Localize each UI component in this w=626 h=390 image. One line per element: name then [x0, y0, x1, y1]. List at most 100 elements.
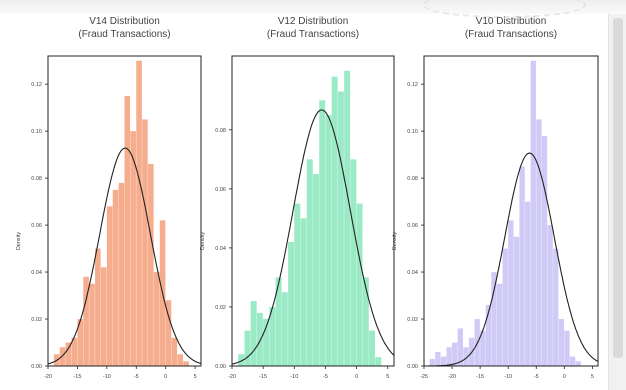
y-tick-label: 0.06 — [31, 223, 42, 229]
histogram-bar — [124, 95, 131, 366]
x-tick-label: -5 — [534, 374, 539, 380]
histogram-bar — [502, 248, 508, 366]
chart-figure: V14 Distribution (Fraud Transactions) 0.00… — [16, 16, 599, 380]
histogram-bar — [153, 272, 160, 366]
histogram-bar — [513, 236, 520, 366]
y-tick-label: 0.00 — [407, 364, 418, 370]
histogram-bar — [452, 342, 458, 366]
histogram-bar — [300, 218, 307, 366]
histogram-bar — [171, 337, 178, 366]
histogram-bar — [281, 292, 288, 366]
histogram-bar — [142, 119, 148, 366]
histogram-bar — [59, 347, 66, 366]
histogram-bar — [564, 330, 570, 366]
y-tick-label: 0.02 — [31, 317, 42, 323]
histogram-bar — [275, 277, 282, 366]
histogram-bar — [440, 356, 447, 366]
histogram-bar — [553, 248, 559, 366]
y-tick-label: 0.04 — [31, 270, 42, 276]
histogram-bar — [536, 119, 542, 366]
x-tick-label: -15 — [73, 374, 81, 380]
histogram-bar — [306, 159, 313, 366]
histogram-bar — [65, 342, 72, 366]
x-tick-label: -20 — [44, 374, 52, 380]
histogram-bar — [541, 135, 548, 366]
histogram-bar — [288, 242, 295, 366]
histogram-bar — [313, 174, 319, 366]
y-tick-label: 0.06 — [407, 223, 418, 229]
chart-title: V10 Distribution — [476, 16, 547, 27]
histogram-bar — [558, 319, 565, 366]
chart-subtitle: (Fraud Transactions) — [465, 29, 557, 40]
histogram-bar — [446, 347, 452, 366]
histogram-bar — [362, 277, 369, 366]
histogram-bar — [429, 358, 435, 366]
x-tick-label: -20 — [228, 374, 236, 380]
chart-panel-3: V10 Distribution (Fraud Transactions) 0.00… — [392, 16, 599, 380]
histogram-bar — [89, 283, 95, 366]
chart-panel-2: V12 Distribution (Fraud Transactions) 0.00… — [200, 16, 395, 380]
histogram-bar — [575, 361, 581, 366]
y-tick-label: 0.06 — [215, 187, 226, 193]
y-axis-label: Density — [392, 232, 398, 251]
histogram-bar — [177, 354, 184, 366]
histogram-bar — [263, 318, 270, 366]
histogram-bar — [95, 248, 101, 366]
histogram-bar — [485, 304, 492, 366]
scrollbar-thumb[interactable] — [613, 18, 623, 358]
histogram-bar — [136, 60, 142, 367]
histogram-bar — [496, 283, 503, 366]
y-tick-label: 0.02 — [407, 317, 418, 323]
histogram-bar — [100, 267, 107, 366]
histogram-bar — [508, 220, 514, 366]
histogram-bar — [83, 276, 89, 366]
histogram-bar — [369, 330, 376, 366]
x-tick-label: -20 — [448, 374, 456, 380]
histogram-bar — [375, 357, 382, 366]
x-tick-label: -25 — [420, 374, 428, 380]
fit-curve — [424, 152, 599, 367]
y-tick-label: 0.00 — [31, 364, 42, 370]
y-tick-label: 0.12 — [31, 82, 42, 88]
x-tick-label: -5 — [323, 374, 328, 380]
histogram-bar — [344, 70, 351, 366]
histogram-bar — [491, 272, 497, 366]
histogram-bar — [435, 351, 441, 366]
histogram-bar — [183, 361, 189, 366]
y-tick-label: 0.08 — [407, 176, 418, 182]
histogram-bar — [356, 203, 363, 366]
x-tick-label: -10 — [103, 374, 111, 380]
y-tick-label: 0.12 — [407, 82, 418, 88]
histogram-bar — [130, 131, 136, 366]
chart-subtitle: (Fraud Transactions) — [78, 29, 170, 40]
x-tick-label: -5 — [134, 374, 139, 380]
histogram-bar — [530, 60, 536, 367]
histogram-bar — [294, 203, 301, 366]
x-tick-label: 0 — [563, 374, 566, 380]
y-tick-label: 0.10 — [407, 129, 418, 135]
y-axis-label: Density — [200, 232, 206, 251]
y-tick-label: 0.04 — [215, 246, 226, 252]
plot-frame — [47, 55, 202, 367]
scrollbar[interactable] — [608, 14, 626, 390]
histogram-bar — [238, 354, 245, 366]
histogram-bar — [337, 91, 344, 366]
x-tick-label: 5 — [591, 374, 594, 380]
histogram-bar — [463, 347, 469, 366]
histogram-bar — [319, 100, 326, 367]
y-tick-label: 0.08 — [31, 176, 42, 182]
fit-curve — [231, 109, 395, 365]
y-axis-label: Density — [16, 232, 22, 251]
x-tick-label: -15 — [259, 374, 267, 380]
histogram-bar — [250, 301, 257, 366]
y-tick-label: 0.10 — [31, 129, 42, 135]
chart-panel-1: V14 Distribution (Fraud Transactions) 0.00… — [16, 16, 202, 380]
histogram-bar — [71, 337, 78, 366]
x-tick-label: -10 — [290, 374, 298, 380]
histogram-bar — [525, 201, 531, 366]
histogram-bar — [457, 328, 463, 366]
histogram-bar — [350, 159, 357, 366]
histogram-bar — [331, 76, 338, 367]
histogram-bar — [325, 115, 332, 366]
histogram-bar — [77, 319, 84, 366]
